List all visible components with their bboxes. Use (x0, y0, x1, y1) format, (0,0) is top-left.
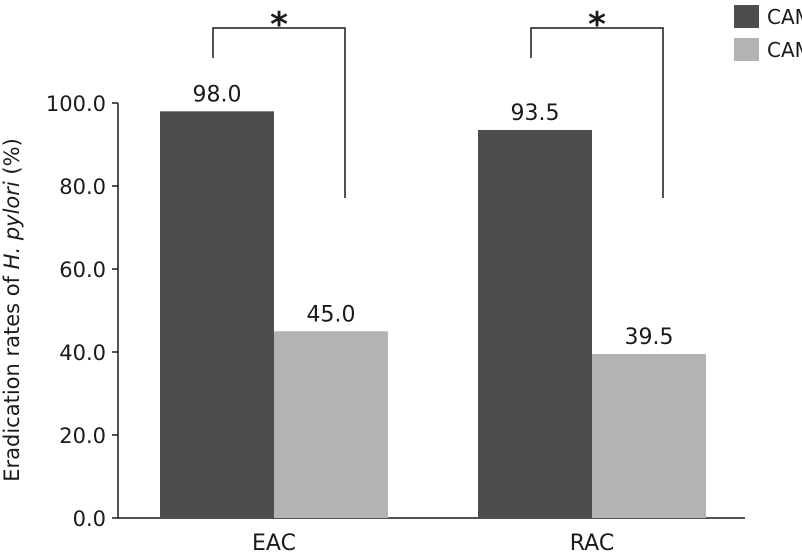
legend-label: CAM-S (767, 5, 802, 29)
y-axis-label-part: H. pylori (0, 181, 24, 269)
significance-bracket (212, 27, 346, 198)
significance-star: * (270, 5, 288, 45)
legend-label: CAM-R (767, 38, 802, 62)
data-label: 39.5 (625, 325, 674, 350)
significance-bracket (530, 27, 664, 198)
bar-cam-r-eac (274, 331, 388, 518)
x-tick-label: EAC (252, 531, 296, 555)
y-tick-label: 100.0 (46, 92, 106, 116)
y-axis-label: Eradication rates of H. pylori (%) (0, 138, 24, 482)
data-label: 93.5 (511, 101, 560, 126)
y-tick-label: 80.0 (59, 175, 106, 199)
y-tick-label: 60.0 (59, 258, 106, 282)
bar-cam-s-rac (478, 129, 592, 518)
bar-cam-s-eac (160, 111, 274, 519)
legend-swatch-cam-s (734, 5, 759, 28)
y-tick-label: 20.0 (59, 424, 106, 448)
legend-swatch-cam-r (734, 38, 759, 61)
data-label: 98.0 (193, 82, 242, 107)
x-tick-label: RAC (570, 531, 614, 555)
y-tick-label: 40.0 (59, 341, 106, 365)
y-axis-label-part: (%) (0, 138, 24, 181)
y-axis-label-part: Eradication rates of (0, 269, 24, 481)
data-label: 45.0 (307, 302, 356, 327)
bar-cam-r-rac (592, 354, 706, 518)
y-tick-label: 0.0 (73, 507, 106, 531)
significance-star: * (588, 5, 606, 45)
